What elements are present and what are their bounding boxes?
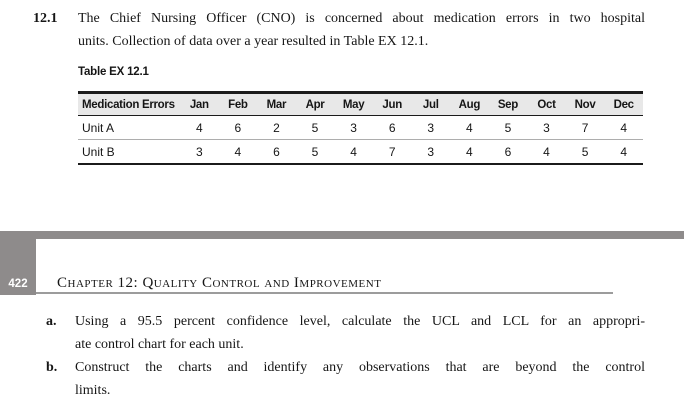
question-a-line-2: ate control chart for each unit. xyxy=(75,337,244,352)
question-a: a. Using a 95.5 percent confidence level… xyxy=(46,310,646,356)
column-header-jul: Jul xyxy=(411,92,451,116)
table-cell: 4 xyxy=(620,144,628,159)
question-b-line-1: Construct the charts and identify any ob… xyxy=(75,360,645,375)
problem-text: The Chief Nursing Officer (CNO) is conce… xyxy=(78,7,645,53)
problem-number: 12.1 xyxy=(33,11,58,26)
row-label-unit-a: Unit A xyxy=(78,115,180,140)
question-list: a. Using a 95.5 percent confidence level… xyxy=(46,310,646,402)
table-cell: 6 xyxy=(372,115,412,140)
table-cell: 3 xyxy=(427,144,435,159)
question-a-line-1: Using a 95.5 percent confidence level, c… xyxy=(75,314,645,329)
table-cell: 4 xyxy=(180,115,219,140)
table-cell: 6 xyxy=(504,144,512,159)
row-label-unit-b: Unit B xyxy=(82,144,115,159)
table-cell: 3 xyxy=(195,144,203,159)
column-header-jun: Jun xyxy=(372,92,412,116)
column-header-oct: Oct xyxy=(527,92,566,116)
header-rule xyxy=(0,292,613,294)
table-cell: 4 xyxy=(234,144,242,159)
column-header-dec: Dec xyxy=(604,92,643,116)
chapter-title: Chapter 12: Quality Control and Improvem… xyxy=(57,275,382,291)
table-cell: 2 xyxy=(257,115,296,140)
table-cell: 6 xyxy=(273,144,280,159)
column-header-apr: Apr xyxy=(295,92,335,116)
table-cell: 4 xyxy=(543,144,550,159)
question-a-text: Using a 95.5 percent confidence level, c… xyxy=(75,310,645,356)
table-cell: 3 xyxy=(527,115,566,140)
table-row-unit-b: Unit B 3 4 6 5 4 7 3 4 6 4 5 4 xyxy=(78,140,643,165)
table-cell: 6 xyxy=(218,115,258,140)
header-band-bar xyxy=(0,231,684,239)
problem-statement: 12.1 The Chief Nursing Officer (CNO) is … xyxy=(33,7,647,53)
table-row-unit-a: Unit A 4 6 2 5 3 6 3 4 5 3 7 4 xyxy=(78,115,643,140)
question-b-text: Construct the charts and identify any ob… xyxy=(75,356,645,402)
table-cell: 7 xyxy=(565,115,605,140)
table-cell: 5 xyxy=(488,115,528,140)
column-header-jan: Jan xyxy=(180,92,219,116)
medication-errors-table: Medication Errors Jan Feb Mar Apr May Ju… xyxy=(78,91,643,165)
column-header-nov: Nov xyxy=(565,92,605,116)
table-cell: 3 xyxy=(411,115,451,140)
question-b: b. Construct the charts and identify any… xyxy=(46,356,646,402)
column-header-mar: Mar xyxy=(257,92,296,116)
column-header-medication-errors: Medication Errors xyxy=(78,92,180,116)
column-header-aug: Aug xyxy=(450,92,489,116)
table-cell: 3 xyxy=(334,115,373,140)
table-cell: 4 xyxy=(604,115,643,140)
question-a-label: a. xyxy=(46,314,57,329)
table-cell: 5 xyxy=(581,144,589,159)
table-cell: 4 xyxy=(350,144,357,159)
column-header-feb: Feb xyxy=(218,92,258,116)
table-cell: 4 xyxy=(450,115,489,140)
column-header-may: May xyxy=(334,92,373,116)
table-cell: 5 xyxy=(295,115,335,140)
table-cell: 5 xyxy=(311,144,319,159)
question-b-label: b. xyxy=(46,360,58,375)
table-cell: 4 xyxy=(465,144,473,159)
page-number: 422 xyxy=(8,278,28,290)
table-cell: 7 xyxy=(388,144,396,159)
table-header-row: Medication Errors Jan Feb Mar Apr May Ju… xyxy=(78,92,643,116)
table-title: Table EX 12.1 xyxy=(78,66,149,78)
question-b-line-2: limits. xyxy=(75,383,111,398)
page-number-block: 422 xyxy=(0,231,36,295)
problem-text-line-2: units. Collection of data over a year re… xyxy=(78,34,429,49)
problem-text-line-1: The Chief Nursing Officer (CNO) is conce… xyxy=(78,11,645,26)
column-header-sep: Sep xyxy=(488,92,528,116)
